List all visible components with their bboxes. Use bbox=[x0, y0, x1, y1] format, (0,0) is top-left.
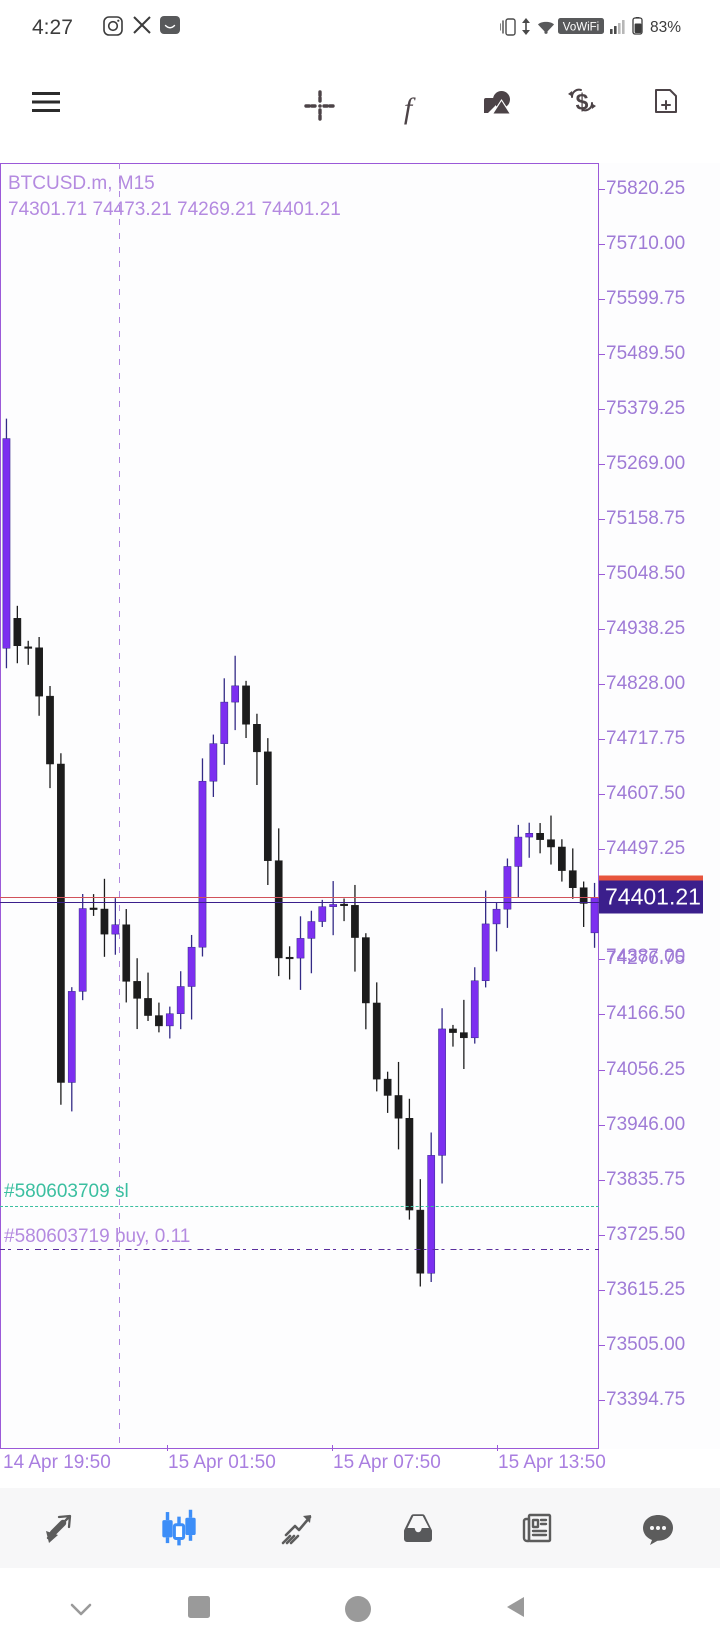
svg-text:f: f bbox=[404, 92, 416, 125]
svg-text:VoWiFi: VoWiFi bbox=[563, 22, 599, 34]
svg-text:83%: 83% bbox=[650, 19, 681, 36]
